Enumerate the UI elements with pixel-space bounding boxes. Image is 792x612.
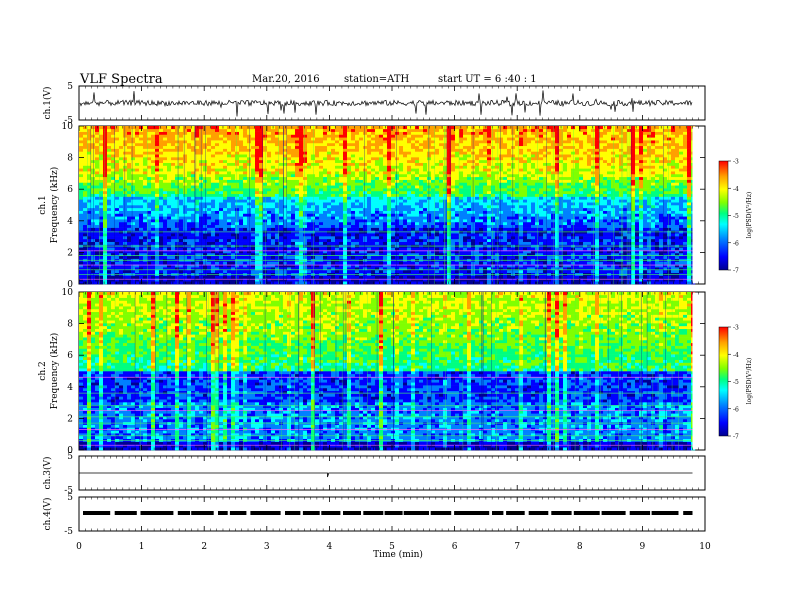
ch1-waveform-line: [79, 90, 693, 117]
x-tick-label: 8: [577, 542, 583, 552]
y-tick-label: 4: [67, 217, 73, 227]
y-tick-label: 6: [67, 185, 73, 195]
ch4-waveform-segment: [528, 511, 549, 515]
colorbar-tick-label: -7: [733, 434, 739, 441]
colorbar-tick-label: -3: [733, 325, 739, 332]
ch4-waveform-segment: [321, 511, 341, 515]
ch4-waveform-segment: [363, 511, 384, 515]
ch1-colorbar: [718, 160, 729, 271]
y-tick-label: 4: [67, 383, 73, 393]
ch2-frequency-ylabel: Frequency (kHz): [49, 333, 60, 410]
ch4-waveform-segment: [492, 511, 504, 515]
y-tick-label: -5: [64, 527, 73, 537]
ch3-voltage-ylabel: ch.3(V): [42, 457, 53, 490]
ch4-waveform-segment: [114, 511, 137, 515]
ch4-waveform-segment: [573, 511, 600, 515]
x-tick-label: 0: [76, 542, 82, 552]
x-axis-label: Time (min): [373, 549, 423, 560]
y-tick-label: 10: [62, 288, 74, 298]
y-tick-label: 8: [67, 154, 73, 164]
colorbar-ticks: -3 -4 -5 -6 -7 -3 -4 -5 -6 -7: [728, 159, 739, 441]
ch4-waveform-segment: [250, 511, 281, 515]
colorbar-tick-label: -5: [733, 379, 739, 386]
ch4-waveform-segment: [629, 511, 651, 515]
ch4-waveform-segment: [403, 511, 429, 515]
date-label: Mar.20, 2016: [252, 74, 320, 85]
ch4-waveform-segment: [83, 511, 111, 515]
ch4-waveform-segment: [454, 511, 490, 515]
ch4-waveform-line: [83, 511, 693, 515]
y-tick-label: 10: [62, 122, 74, 132]
x-tick-label: 7: [514, 542, 520, 552]
ch1-spectrogram-ylabel: ch.1: [38, 195, 48, 214]
ch1-spectrogram: [79, 126, 705, 285]
ch4-waveform-segment: [302, 511, 320, 515]
ch4-waveform-segment: [506, 511, 525, 515]
x-tick-label: 3: [264, 542, 270, 552]
y-tick-label: 2: [67, 248, 73, 258]
ch4-waveform-segment: [218, 511, 228, 515]
ch4-waveform-segment: [384, 511, 403, 515]
y-tick-label: 2: [67, 414, 73, 424]
colorbar-tick-label: -6: [733, 406, 739, 413]
y-tick-label: 5: [67, 82, 73, 92]
ch4-waveform-segment: [140, 511, 174, 515]
colorbar-tick-label: -4: [733, 352, 739, 359]
ch4-waveform-segment: [651, 511, 679, 515]
x-tick-label: 5: [389, 542, 395, 552]
ch2-colorbar-label: log(PSD(V²/Hz): [746, 358, 753, 405]
y-tick-label: -5: [64, 486, 73, 496]
ch4-waveform-segment: [285, 511, 301, 515]
ch4-waveform-segment: [229, 511, 247, 515]
ch4-waveform-segment: [551, 511, 572, 515]
colorbar-tick-label: -5: [733, 213, 739, 220]
y-tick-label: 5: [67, 493, 73, 503]
y-tick-label: 6: [67, 351, 73, 361]
ch1-voltage-ylabel: ch.1(V): [42, 87, 53, 120]
ch4-waveform-segment: [601, 511, 626, 515]
colorbar-tick-label: -3: [733, 159, 739, 166]
ch2-spectrogram: [79, 292, 705, 451]
ch4-waveform-segment: [191, 511, 214, 515]
ch1-frequency-ylabel: Frequency (kHz): [49, 167, 60, 244]
colorbar-tick-label: -4: [733, 186, 739, 193]
x-tick-label: 2: [201, 542, 207, 552]
ch4-waveform-segment: [343, 511, 361, 515]
start-time-label: start UT = 6 :40 : 1: [438, 74, 537, 85]
y-tick-label: 0: [67, 280, 73, 290]
station-label: station=ATH: [344, 74, 410, 85]
ch4-voltage-ylabel: ch.4(V): [42, 498, 53, 531]
ch2-spectrogram-ylabel: ch.2: [38, 361, 48, 380]
ch3-waveform-line: [79, 472, 693, 478]
x-tick-label: 1: [139, 542, 145, 552]
x-tick-label: 6: [452, 542, 458, 552]
y-tick-label: -5: [64, 116, 73, 126]
chart-title: VLF Spectra: [80, 72, 163, 87]
y-tick-label: 5: [67, 452, 73, 462]
ch4-waveform-segment: [683, 511, 693, 515]
ch4-waveform-segment: [430, 511, 452, 515]
colorbar-tick-label: -6: [733, 240, 739, 247]
ch2-colorbar: [718, 326, 729, 437]
colorbar-tick-label: -7: [733, 268, 739, 275]
ch1-colorbar-label: log(PSD(V²/Hz): [746, 192, 753, 239]
y-tick-label: 8: [67, 320, 73, 330]
x-tick-label: 4: [327, 542, 333, 552]
y-tick-label: 0: [67, 446, 73, 456]
x-tick-label: 10: [699, 542, 711, 552]
x-tick-label: 9: [640, 542, 646, 552]
ch4-waveform-segment: [177, 511, 191, 515]
